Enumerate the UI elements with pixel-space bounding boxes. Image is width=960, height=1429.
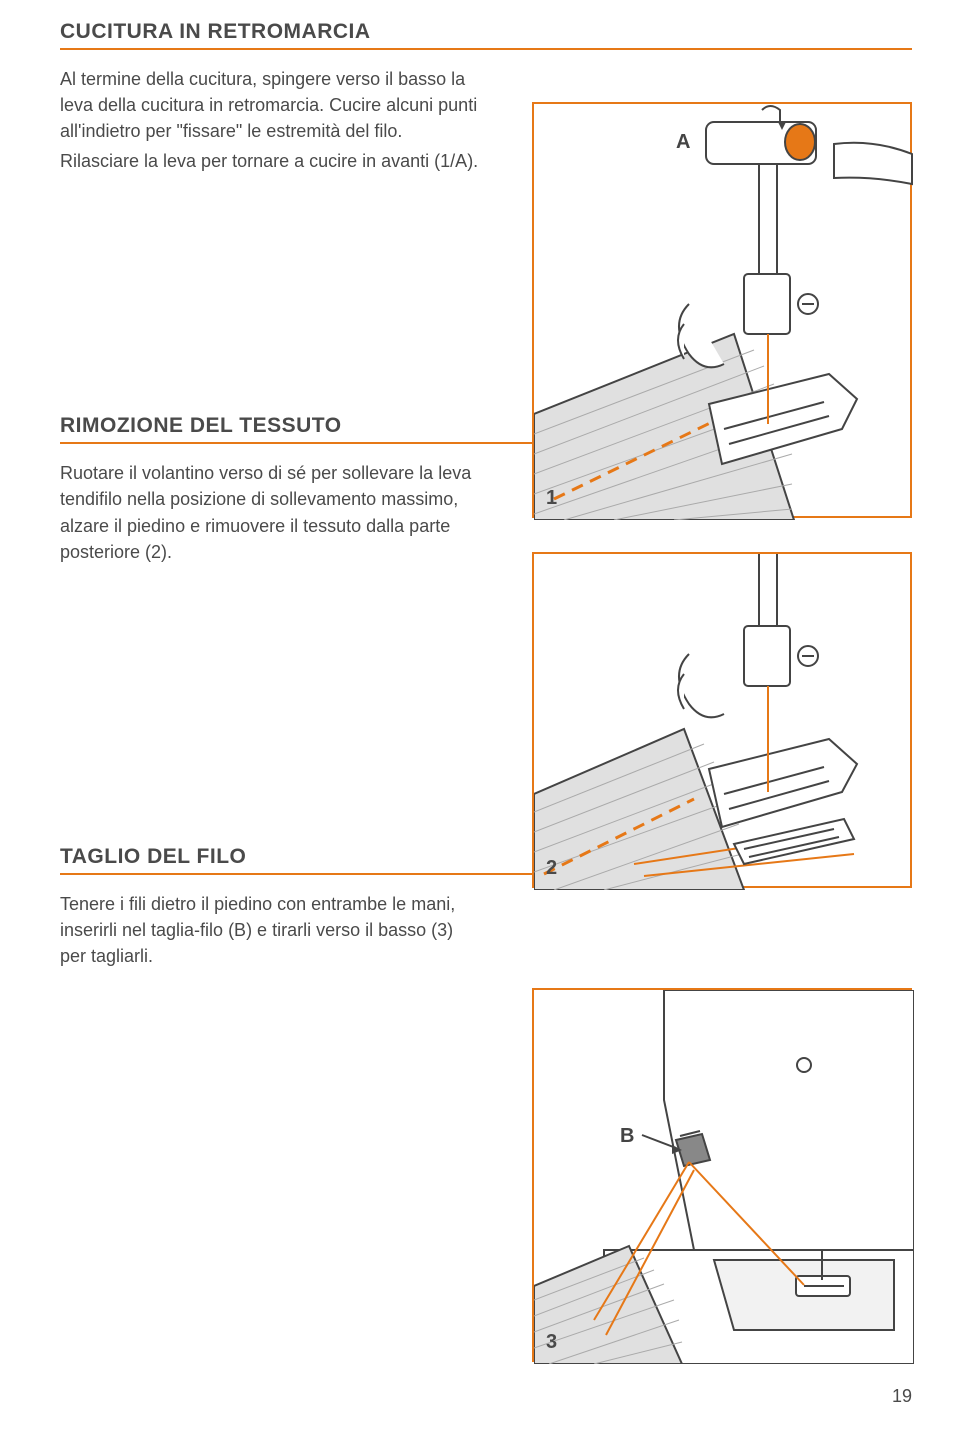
figure-number: 1 xyxy=(546,487,557,510)
paragraph: Tenere i fili dietro il piedino con entr… xyxy=(60,891,480,969)
paragraph: Ruotare il volantino verso di sé per sol… xyxy=(60,460,480,564)
sewing-machine-reverse-icon: A xyxy=(534,104,914,520)
page-number: 19 xyxy=(892,1386,912,1407)
paragraph: Rilasciare la leva per tornare a cucire … xyxy=(60,148,480,174)
heading-retromarcia: CUCITURA IN RETROMARCIA xyxy=(60,20,912,44)
svg-text:A: A xyxy=(676,131,690,153)
figure-number: 3 xyxy=(546,1331,557,1354)
svg-text:B: B xyxy=(620,1125,634,1147)
figure-3: B 3 xyxy=(532,988,912,1362)
thread-cutter-icon: B xyxy=(534,990,914,1364)
figure-2: 2 xyxy=(532,552,912,888)
figure-number: 2 xyxy=(546,857,557,880)
rule xyxy=(60,48,912,50)
figure-1: A xyxy=(532,102,912,518)
paragraph: Al termine della cucitura, spingere vers… xyxy=(60,66,480,144)
sewing-machine-foot-up-icon xyxy=(534,554,914,890)
